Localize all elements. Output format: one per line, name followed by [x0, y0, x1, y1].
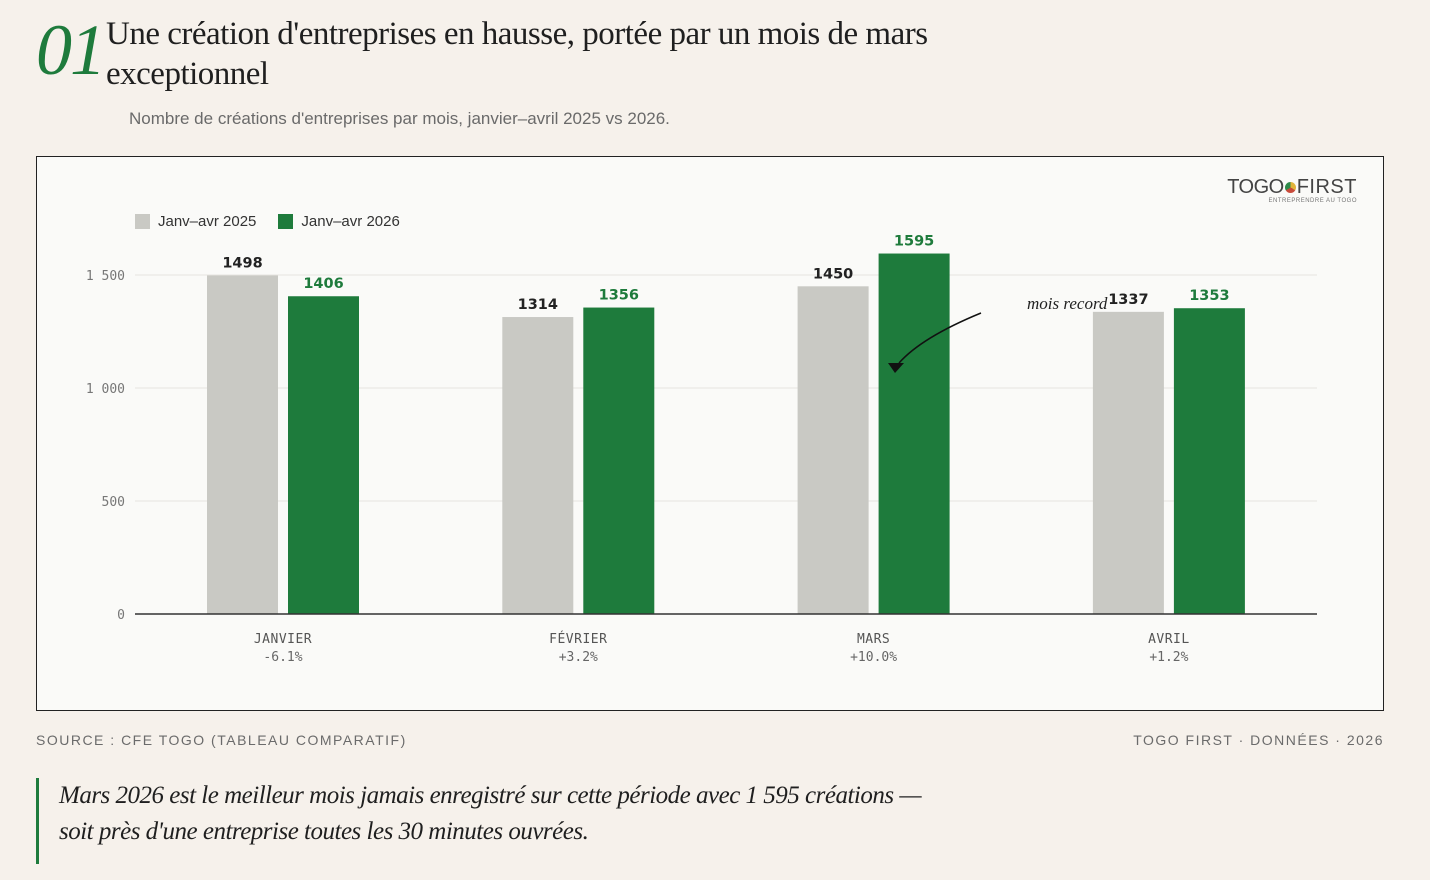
x-tick-label-avril: AVRIL: [1148, 632, 1190, 647]
data-label-janvier-2025: 1498: [222, 255, 262, 271]
data-label-mars-2026: 1595: [894, 234, 934, 250]
pull-quote: Mars 2026 est le meilleur mois jamais en…: [36, 778, 936, 864]
data-label-avril-2026: 1353: [1189, 288, 1229, 304]
annotation-arrow-line: [898, 312, 982, 364]
chart-number: 01: [36, 10, 106, 90]
data-label-mars-2025: 1450: [813, 266, 853, 282]
y-tick-label-0: 0: [117, 608, 125, 623]
chart-subtitle: Nombre de créations d'entreprises par mo…: [129, 109, 670, 128]
data-label-avril-2025: 1337: [1108, 292, 1148, 308]
togo-first-logo: TOGO FIRST ENTREPRENDRE AU TOGO: [1227, 177, 1357, 204]
annotation-arrow-head-icon: [888, 363, 904, 373]
bar-avril-2026: [1173, 308, 1245, 614]
data-label-février-2025: 1314: [518, 297, 558, 313]
logo-text-togo: TOGO: [1227, 176, 1284, 198]
legend-item-2025: Janv–avr 2025: [135, 213, 256, 230]
x-change-label-mars: +10.0%: [850, 650, 897, 665]
data-label-janvier-2026: 1406: [303, 276, 343, 292]
x-change-label-janvier: -6.1%: [263, 650, 302, 665]
x-tick-label-février: FÉVRIER: [549, 631, 607, 647]
data-label-février-2026: 1356: [599, 288, 639, 304]
bar-janvier-2026: [288, 296, 359, 614]
annotation-mois-record: mois record: [1027, 294, 1108, 313]
bar-chart: 0 500 1 000 1 500 1498 1406 JANVIER -6.1% 1314 13…: [86, 234, 1317, 665]
legend-swatch-2026: [278, 214, 294, 229]
bar-février-2026: [583, 307, 655, 614]
y-tick-label-500: 500: [102, 495, 125, 510]
bar-février-2025: [502, 317, 574, 614]
legend-swatch-2025: [135, 214, 150, 229]
bar-janvier-2025: [207, 275, 278, 614]
y-tick-label-1500: 1 500: [86, 269, 125, 284]
credit-note: TOGO FIRST · DONNÉES · 2026: [1133, 732, 1384, 748]
chart-title: Une création d'entreprises en hausse, po…: [106, 16, 928, 92]
x-tick-label-mars: MARS: [857, 632, 890, 647]
x-change-label-février: +3.2%: [559, 650, 598, 665]
source-note: SOURCE : CFE TOGO (TABLEAU COMPARATIF): [36, 732, 407, 748]
legend-item-2026: Janv–avr 2026: [278, 213, 400, 230]
y-tick-label-1000: 1 000: [86, 382, 125, 397]
x-change-label-avril: +1.2%: [1149, 650, 1188, 665]
chart-frame: TOGO FIRST ENTREPRENDRE AU TOGO Janv–avr …: [36, 156, 1384, 711]
legend-label-2026: Janv–avr 2026: [301, 213, 400, 230]
x-tick-label-janvier: JANVIER: [254, 632, 312, 647]
bar-mars-2026: [878, 253, 950, 614]
logo-tagline: ENTREPRENDRE AU TOGO: [1268, 198, 1357, 204]
bar-mars-2025: [797, 286, 869, 614]
bar-avril-2025: [1092, 311, 1164, 614]
legend-label-2025: Janv–avr 2025: [158, 213, 257, 230]
logo-text-first: FIRST: [1296, 176, 1357, 198]
chart-legend: Janv–avr 2025 Janv–avr 2026: [135, 213, 400, 230]
logo-emblem-icon: [1284, 182, 1296, 193]
